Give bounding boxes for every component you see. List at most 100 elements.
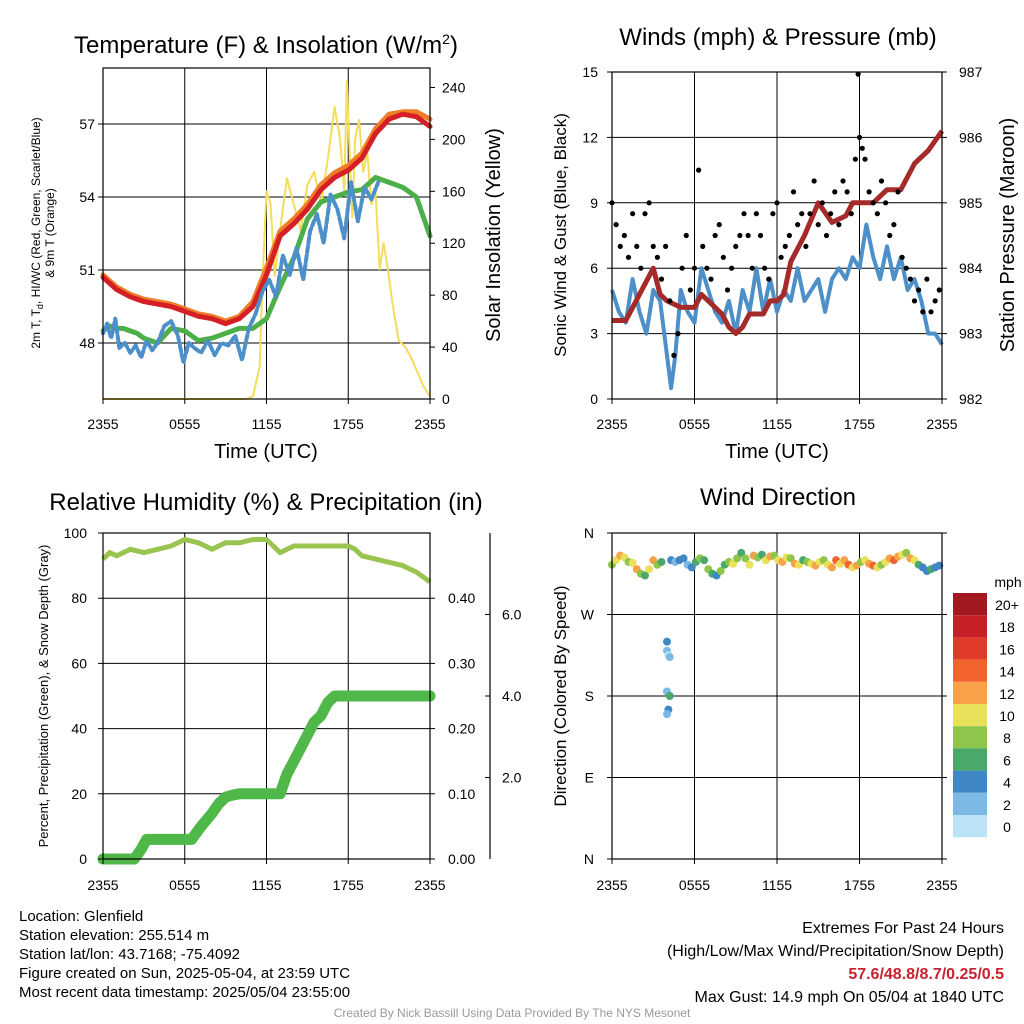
gust-point [870, 200, 876, 206]
gust-point [753, 211, 759, 217]
insolation-right-tick-label: 40 [442, 339, 458, 355]
pressure-right-tick-label: 982 [959, 391, 983, 407]
winds-left-tick-label: 12 [582, 129, 598, 145]
gust-point [663, 243, 669, 249]
gust-point [852, 156, 858, 162]
extremes-subheading: (High/Low/Max Wind/Precipitation/Snow De… [666, 943, 1004, 960]
dir-x-tick-label: 1155 [762, 877, 792, 893]
gust-point [737, 232, 743, 239]
gust-point [625, 254, 632, 260]
insolation-right-tick-label: 120 [442, 235, 466, 251]
insolation-right-tick-label: 200 [442, 131, 466, 147]
gust-point [883, 200, 889, 206]
insolation-right-tick-label: 240 [442, 79, 466, 95]
temp-x-tick-label: 0555 [169, 416, 200, 432]
gust-point [733, 243, 739, 249]
legend-label: 2 [1003, 797, 1011, 813]
series-precipitation-line [97, 690, 436, 865]
location-text: Location: Glenfield [19, 908, 144, 925]
rh-left-tick-label: 60 [71, 655, 87, 671]
legend-label: 18 [999, 619, 1015, 635]
gust-point [687, 287, 693, 293]
legend-label: 10 [999, 708, 1015, 724]
precip-right-tick-label: 0.30 [448, 655, 475, 671]
series-solar-insolation-line [102, 80, 431, 400]
station-info: Location: Glenfield Station elevation: 2… [19, 907, 350, 1002]
gust-point [811, 178, 817, 184]
rh-left-tick-label: 80 [71, 590, 87, 606]
winds-x-tick-label: 2355 [926, 416, 957, 432]
gust-point [819, 200, 825, 206]
dir-left-tick-label: S [585, 688, 594, 704]
winds-panel: 0 3 6 9 12 15 982 983 984 985 986 987 2355 0555 1155 17… [551, 24, 1019, 463]
gust-point [729, 265, 735, 271]
gust-point [646, 200, 652, 206]
dir-x-tick-label: 1755 [844, 877, 875, 893]
gust-point [749, 265, 755, 271]
gust-point [667, 298, 673, 304]
precip-right-tick-label: 0.10 [448, 786, 475, 802]
direction-point [657, 557, 666, 566]
dir-x-tick-label: 2355 [596, 877, 627, 893]
legend-label: 6 [1003, 752, 1011, 768]
rh-x-tick-label: 0555 [169, 877, 200, 893]
winds-y-axis-label: Sonic Wind & Gust (Blue, Black) [551, 113, 570, 357]
direction-point [745, 560, 754, 569]
pressure-right-tick-label: 984 [959, 260, 983, 276]
gust-point [936, 287, 942, 293]
precip-right-tick-label: 0.20 [448, 721, 475, 737]
credit-text: Created By Nick Bassill Using Data Provi… [333, 1006, 691, 1020]
winds-left-tick-label: 3 [590, 326, 598, 342]
wind-direction-y-axis-label: Direction (Colored By Speed) [551, 585, 570, 806]
rh-x-tick-label: 1755 [333, 877, 364, 893]
gust-point [696, 167, 702, 173]
gust-point [907, 276, 913, 282]
winds-panel-title: Winds (mph) & Pressure (mb) [619, 24, 936, 51]
winds-x-tick-label: 0555 [679, 416, 710, 432]
direction-point [902, 548, 911, 557]
gust-point [700, 243, 706, 249]
winds-left-tick-label: 15 [582, 64, 598, 80]
snow-axis-tick-label: 6.0 [502, 607, 522, 623]
gust-point [836, 222, 842, 228]
humidity-panel: 0 20 40 60 80 100 0.00 0.10 0.20 0.30 0.40 2.0 4.0 6.… [36, 489, 522, 893]
direction-point [757, 550, 766, 559]
direction-point [935, 561, 944, 570]
direction-point [741, 554, 750, 563]
snow-axis-tick-label: 2.0 [502, 770, 522, 786]
direction-point [828, 563, 836, 572]
gust-point [832, 189, 838, 195]
gust-point [786, 232, 792, 239]
legend-swatch [953, 704, 987, 727]
winds-x-tick-label: 1755 [844, 416, 875, 432]
direction-point [786, 554, 795, 563]
gust-point [720, 254, 726, 260]
recent-text: Most recent data timestamp: 2025/05/04 2… [19, 984, 351, 1001]
gust-point [704, 265, 710, 271]
rh-left-tick-label: 100 [64, 525, 88, 541]
gust-point [911, 298, 918, 304]
gust-point [916, 287, 922, 293]
gust-point [683, 232, 689, 239]
insolation-y-axis-label: Solar Insolation (Yellow) [483, 128, 505, 342]
series-2m-t-line [100, 111, 433, 327]
temp-x-tick-label: 1155 [251, 416, 281, 432]
gust-point [903, 265, 909, 271]
gust-point [799, 211, 805, 217]
gust-point [675, 331, 681, 337]
precip-right-tick-label: 0.00 [448, 851, 475, 867]
gust-point [874, 211, 880, 217]
gust-point [855, 71, 861, 77]
legend-swatch [953, 815, 987, 838]
pressure-y-axis-label: Station Pressure (Maroon) [997, 118, 1019, 353]
legend-swatch [953, 748, 987, 771]
winds-x-axis-label: Time (UTC) [725, 441, 829, 463]
gust-point [745, 232, 751, 239]
gust-point [638, 265, 644, 271]
created-text: Figure created on Sun, 2025-05-04, at 23… [19, 965, 351, 982]
gust-point [848, 211, 854, 217]
temp-x-axis-label: Time (UTC) [214, 441, 318, 463]
gust-point [712, 232, 718, 239]
temperature-panel: 48 51 54 57 0 40 80 120 160 200 240 2355 0555 1155 175… [29, 31, 505, 463]
legend-swatch [953, 615, 987, 638]
